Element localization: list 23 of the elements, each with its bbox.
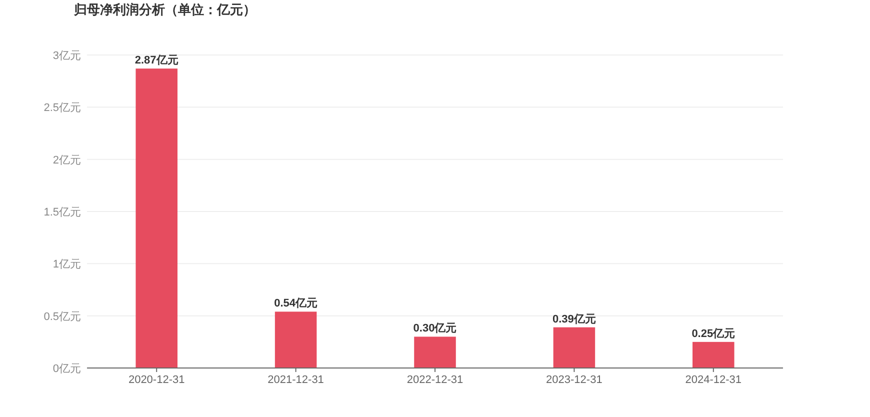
x-tick-label: 2021-12-31: [268, 374, 324, 386]
data-label: 0.25亿元: [692, 328, 736, 340]
y-tick-label: 2.5亿元: [44, 102, 81, 114]
data-label: 0.54亿元: [274, 298, 318, 310]
bar: [136, 68, 178, 368]
x-tick-label: 2023-12-31: [546, 374, 602, 386]
x-tick-label: 2024-12-31: [685, 374, 742, 386]
y-tick-label: 2亿元: [52, 154, 81, 166]
data-label: 2.87亿元: [134, 54, 178, 67]
y-tick-label: 3亿元: [52, 50, 81, 62]
x-tick-label: 2020-12-31: [128, 374, 185, 386]
bar: [274, 312, 317, 368]
data-label: 0.39亿元: [552, 313, 596, 326]
y-tick-label: 1.5亿元: [44, 206, 81, 218]
x-tick-label: 2022-12-31: [406, 374, 464, 386]
y-tick-label: 0.5亿元: [44, 310, 81, 323]
bar: [692, 342, 734, 368]
y-tick-label: 1亿元: [52, 258, 81, 271]
chart-title: 归母净利润分析（单位：亿元）: [73, 2, 256, 17]
bar: [553, 327, 596, 368]
bar: [414, 336, 456, 368]
data-label: 0.30亿元: [413, 322, 457, 335]
y-tick-label: 0亿元: [52, 363, 81, 375]
